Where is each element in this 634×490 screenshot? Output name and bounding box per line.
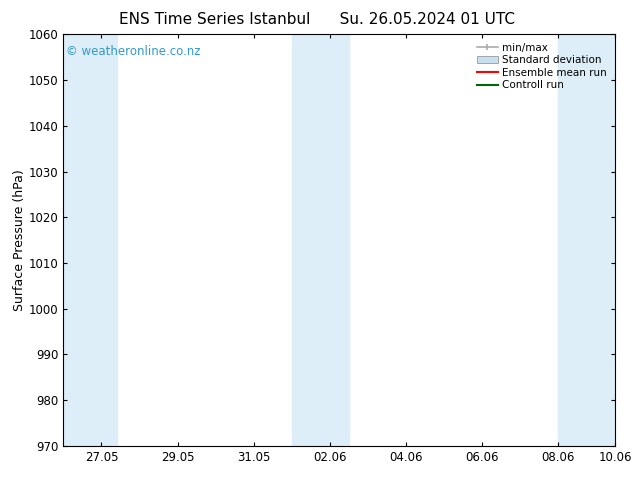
Y-axis label: Surface Pressure (hPa): Surface Pressure (hPa)	[13, 169, 26, 311]
Bar	[63, 34, 117, 446]
Legend: min/max, Standard deviation, Ensemble mean run, Controll run: min/max, Standard deviation, Ensemble me…	[474, 40, 610, 94]
Text: © weatheronline.co.nz: © weatheronline.co.nz	[66, 45, 200, 58]
Text: ENS Time Series Istanbul      Su. 26.05.2024 01 UTC: ENS Time Series Istanbul Su. 26.05.2024 …	[119, 12, 515, 27]
Bar	[558, 34, 615, 446]
Bar	[292, 34, 349, 446]
